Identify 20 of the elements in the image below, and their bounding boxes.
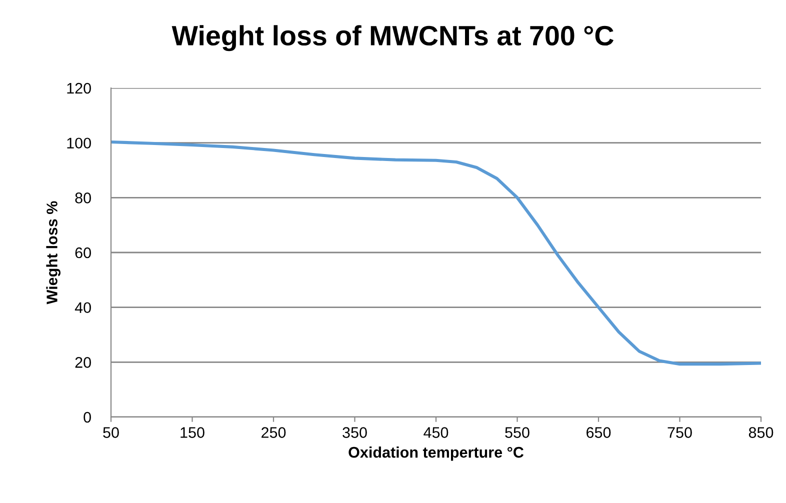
y-tick-label: 0 (84, 412, 91, 423)
y-axis-title: Wieght loss % (46, 201, 61, 304)
x-tick-label: 150 (180, 427, 204, 438)
line-series (111, 140, 761, 366)
y-tick-label: 20 (75, 357, 91, 368)
y-tick-label: 40 (74, 302, 91, 314)
x-tick-label: 650 (586, 427, 611, 438)
chart-title: Wieght loss of MWCNTs at 700 °C (172, 25, 614, 52)
y-tick-label: 80 (75, 192, 91, 204)
x-tick-label: 50 (103, 427, 119, 438)
y-tick-label: 60 (75, 247, 91, 258)
x-tick-label: 550 (505, 427, 530, 438)
x-tick-label: 350 (342, 427, 367, 438)
x-tick-label: 750 (668, 427, 692, 438)
x-axis-title: Oxidation temperture °C (348, 446, 524, 461)
x-tick-label: 250 (262, 427, 286, 438)
y-tick-label: 100 (67, 138, 91, 149)
y-tick-label: 120 (67, 82, 91, 94)
x-tick-label: 450 (424, 427, 448, 438)
x-tick-label: 850 (748, 427, 774, 438)
